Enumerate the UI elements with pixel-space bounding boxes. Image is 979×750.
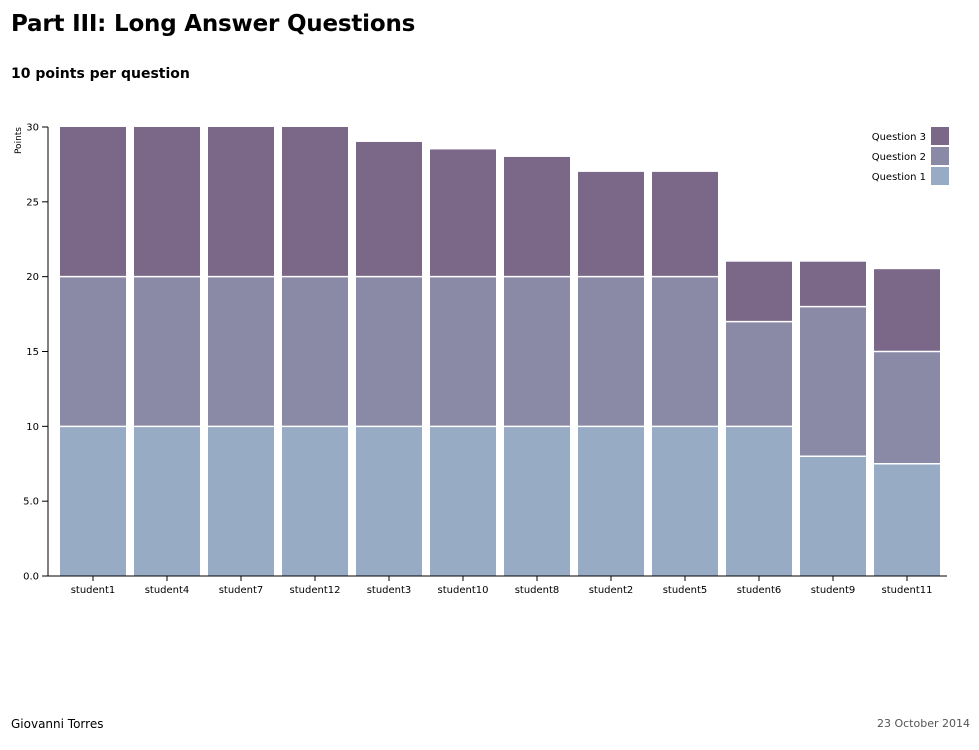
- y-axis-label: Points: [14, 127, 24, 154]
- bar-student3-question-1: [356, 426, 422, 576]
- y-tick-label: 5.0: [23, 497, 39, 508]
- bar-student2-question-3: [578, 171, 644, 277]
- bar-student3-question-3: [356, 141, 422, 277]
- y-tick-label: 25: [26, 197, 39, 208]
- bar-student11-question-2: [874, 351, 940, 464]
- bar-student7-question-1: [208, 426, 274, 576]
- legend-swatch-question-1: [931, 167, 949, 185]
- y-tick-label: 0.0: [23, 572, 39, 583]
- bar-student1-question-3: [60, 127, 126, 277]
- bar-student4-question-2: [134, 276, 200, 427]
- legend-swatch-question-2: [931, 147, 949, 165]
- x-tick-label: student5: [663, 585, 708, 596]
- bar-student6-question-3: [726, 261, 792, 322]
- bar-student5-question-1: [652, 426, 718, 576]
- bar-student8-question-2: [504, 276, 570, 427]
- bar-student5-question-2: [652, 276, 718, 427]
- x-tick-label: student1: [71, 585, 116, 596]
- bar-student7-question-3: [208, 127, 274, 277]
- bar-student10-question-3: [430, 149, 496, 277]
- bar-student10-question-1: [430, 426, 496, 576]
- bar-student9-question-2: [800, 306, 866, 457]
- legend-label: Question 1: [872, 172, 926, 183]
- footer-author: Giovanni Torres: [11, 717, 104, 731]
- bar-student8-question-3: [504, 156, 570, 277]
- bar-student1-question-1: [60, 426, 126, 576]
- footer-date: 23 October 2014: [876, 717, 970, 730]
- x-tick-label: student9: [811, 585, 856, 596]
- y-tick-label: 30: [26, 123, 39, 134]
- y-tick-label: 15: [26, 347, 39, 358]
- bar-student12-question-1: [282, 426, 348, 576]
- bar-student7-question-2: [208, 276, 274, 427]
- y-tick-label: 10: [26, 422, 39, 433]
- x-tick-label: student3: [367, 585, 412, 596]
- y-tick-label: 20: [26, 272, 39, 283]
- bar-student3-question-2: [356, 276, 422, 427]
- bar-student8-question-1: [504, 426, 570, 576]
- bar-student2-question-1: [578, 426, 644, 576]
- page-title: Part III: Long Answer Questions: [11, 11, 416, 37]
- legend-swatch-question-3: [931, 127, 949, 145]
- bar-student9-question-1: [800, 456, 866, 576]
- bar-student12-question-3: [282, 127, 348, 277]
- bar-student10-question-2: [430, 276, 496, 427]
- bar-student1-question-2: [60, 276, 126, 427]
- x-tick-label: student4: [145, 585, 190, 596]
- bar-student11-question-3: [874, 269, 940, 352]
- bar-student12-question-2: [282, 276, 348, 427]
- legend-label: Question 3: [872, 132, 926, 143]
- x-tick-label: student11: [882, 585, 933, 596]
- bar-student6-question-2: [726, 321, 792, 427]
- x-tick-label: student7: [219, 585, 264, 596]
- x-tick-label: student6: [737, 585, 782, 596]
- x-tick-label: student8: [515, 585, 560, 596]
- bar-student11-question-1: [874, 463, 940, 576]
- legend-label: Question 2: [872, 152, 926, 163]
- x-tick-label: student2: [589, 585, 634, 596]
- bar-student5-question-3: [652, 171, 718, 277]
- bar-student4-question-3: [134, 127, 200, 277]
- bar-student9-question-3: [800, 261, 866, 307]
- page-subtitle: 10 points per question: [11, 66, 190, 82]
- x-tick-label: student12: [290, 585, 341, 596]
- bar-student2-question-2: [578, 276, 644, 427]
- bar-student6-question-1: [726, 426, 792, 576]
- x-tick-label: student10: [438, 585, 489, 596]
- bar-student4-question-1: [134, 426, 200, 576]
